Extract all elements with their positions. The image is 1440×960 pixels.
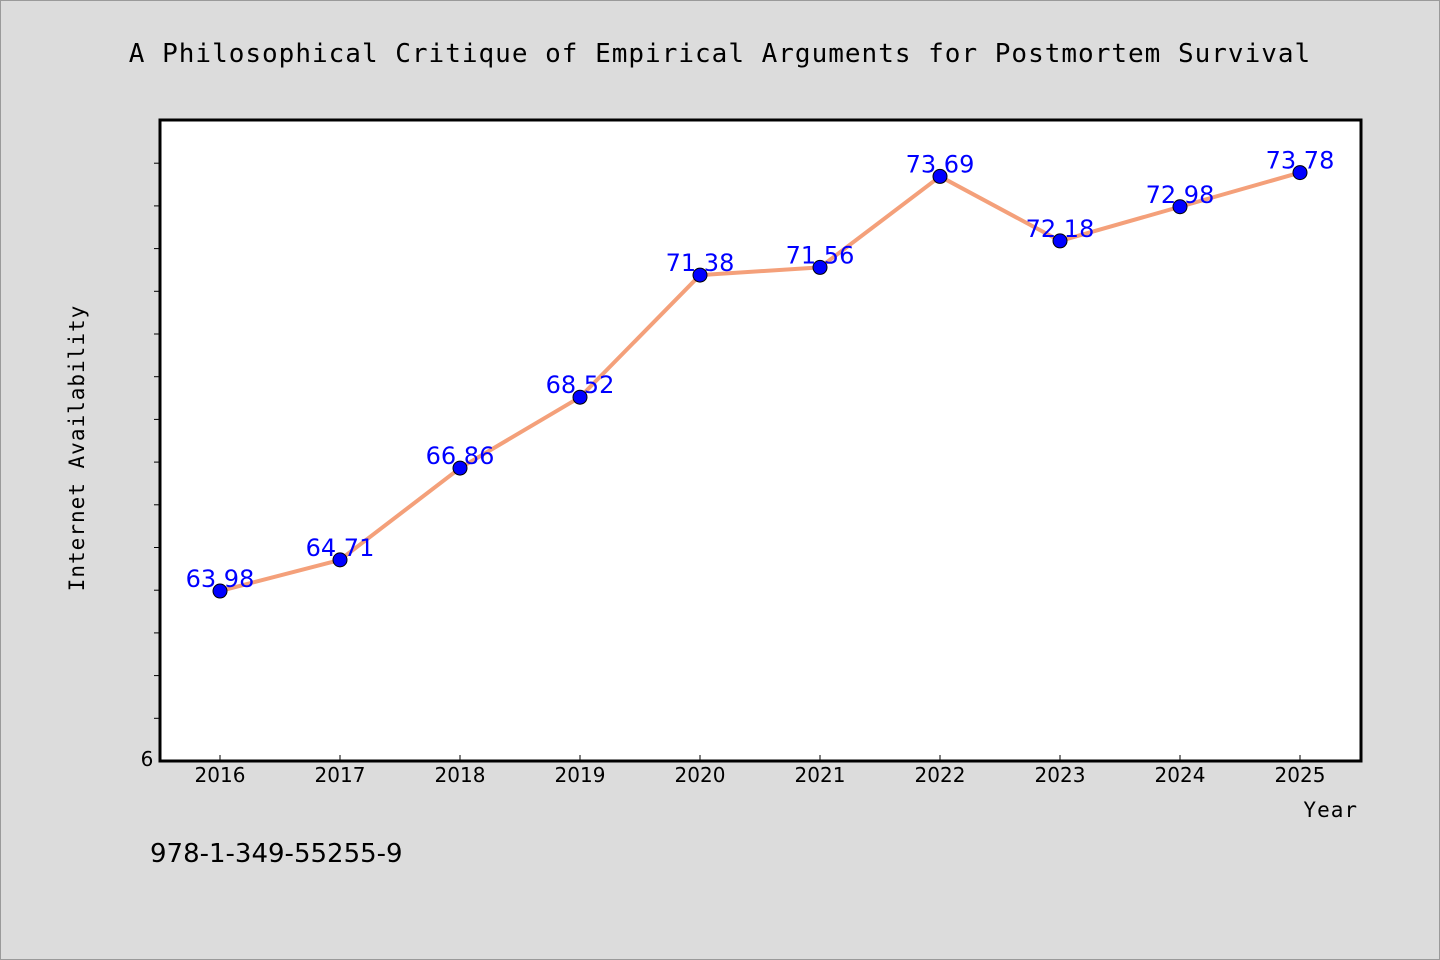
x-tick-label-2017: 2017	[315, 763, 366, 787]
series-line	[218, 170, 1302, 594]
data-point-2018	[452, 460, 468, 476]
data-point-2020	[692, 267, 708, 283]
data-point-2022	[932, 168, 948, 184]
x-axis-ticks: 2016 2017 2018 2019 2020 2021 2022 2023 2024 2025	[195, 755, 1326, 787]
x-tick-label-2024: 2024	[1155, 763, 1206, 787]
y-axis-label: Internet Availability	[65, 305, 89, 592]
x-tick-label-2025: 2025	[1275, 763, 1326, 787]
data-point-2024	[1172, 199, 1188, 215]
data-point-2025	[1292, 165, 1308, 181]
x-tick-label-2023: 2023	[1035, 763, 1086, 787]
data-point-2016	[212, 583, 228, 599]
x-tick-label-2021: 2021	[795, 763, 846, 787]
data-point-2019	[572, 389, 588, 405]
data-point-2023	[1052, 233, 1068, 249]
x-tick-label-2018: 2018	[435, 763, 486, 787]
x-tick-label-2020: 2020	[675, 763, 726, 787]
x-tick-label-2019: 2019	[555, 763, 606, 787]
chart-title: A Philosophical Critique of Empirical Ar…	[129, 39, 1311, 69]
y-tick-label: 6	[141, 747, 154, 771]
data-point-2021	[812, 259, 828, 275]
isbn-text: 978-1-349-55255-9	[150, 839, 403, 869]
y-axis-ticks	[154, 162, 160, 719]
data-point-2017	[332, 552, 348, 568]
x-axis-label: Year	[1303, 798, 1358, 822]
x-tick-label-2016: 2016	[195, 763, 246, 787]
plot-area	[158, 118, 1363, 763]
x-tick-label-2022: 2022	[915, 763, 966, 787]
